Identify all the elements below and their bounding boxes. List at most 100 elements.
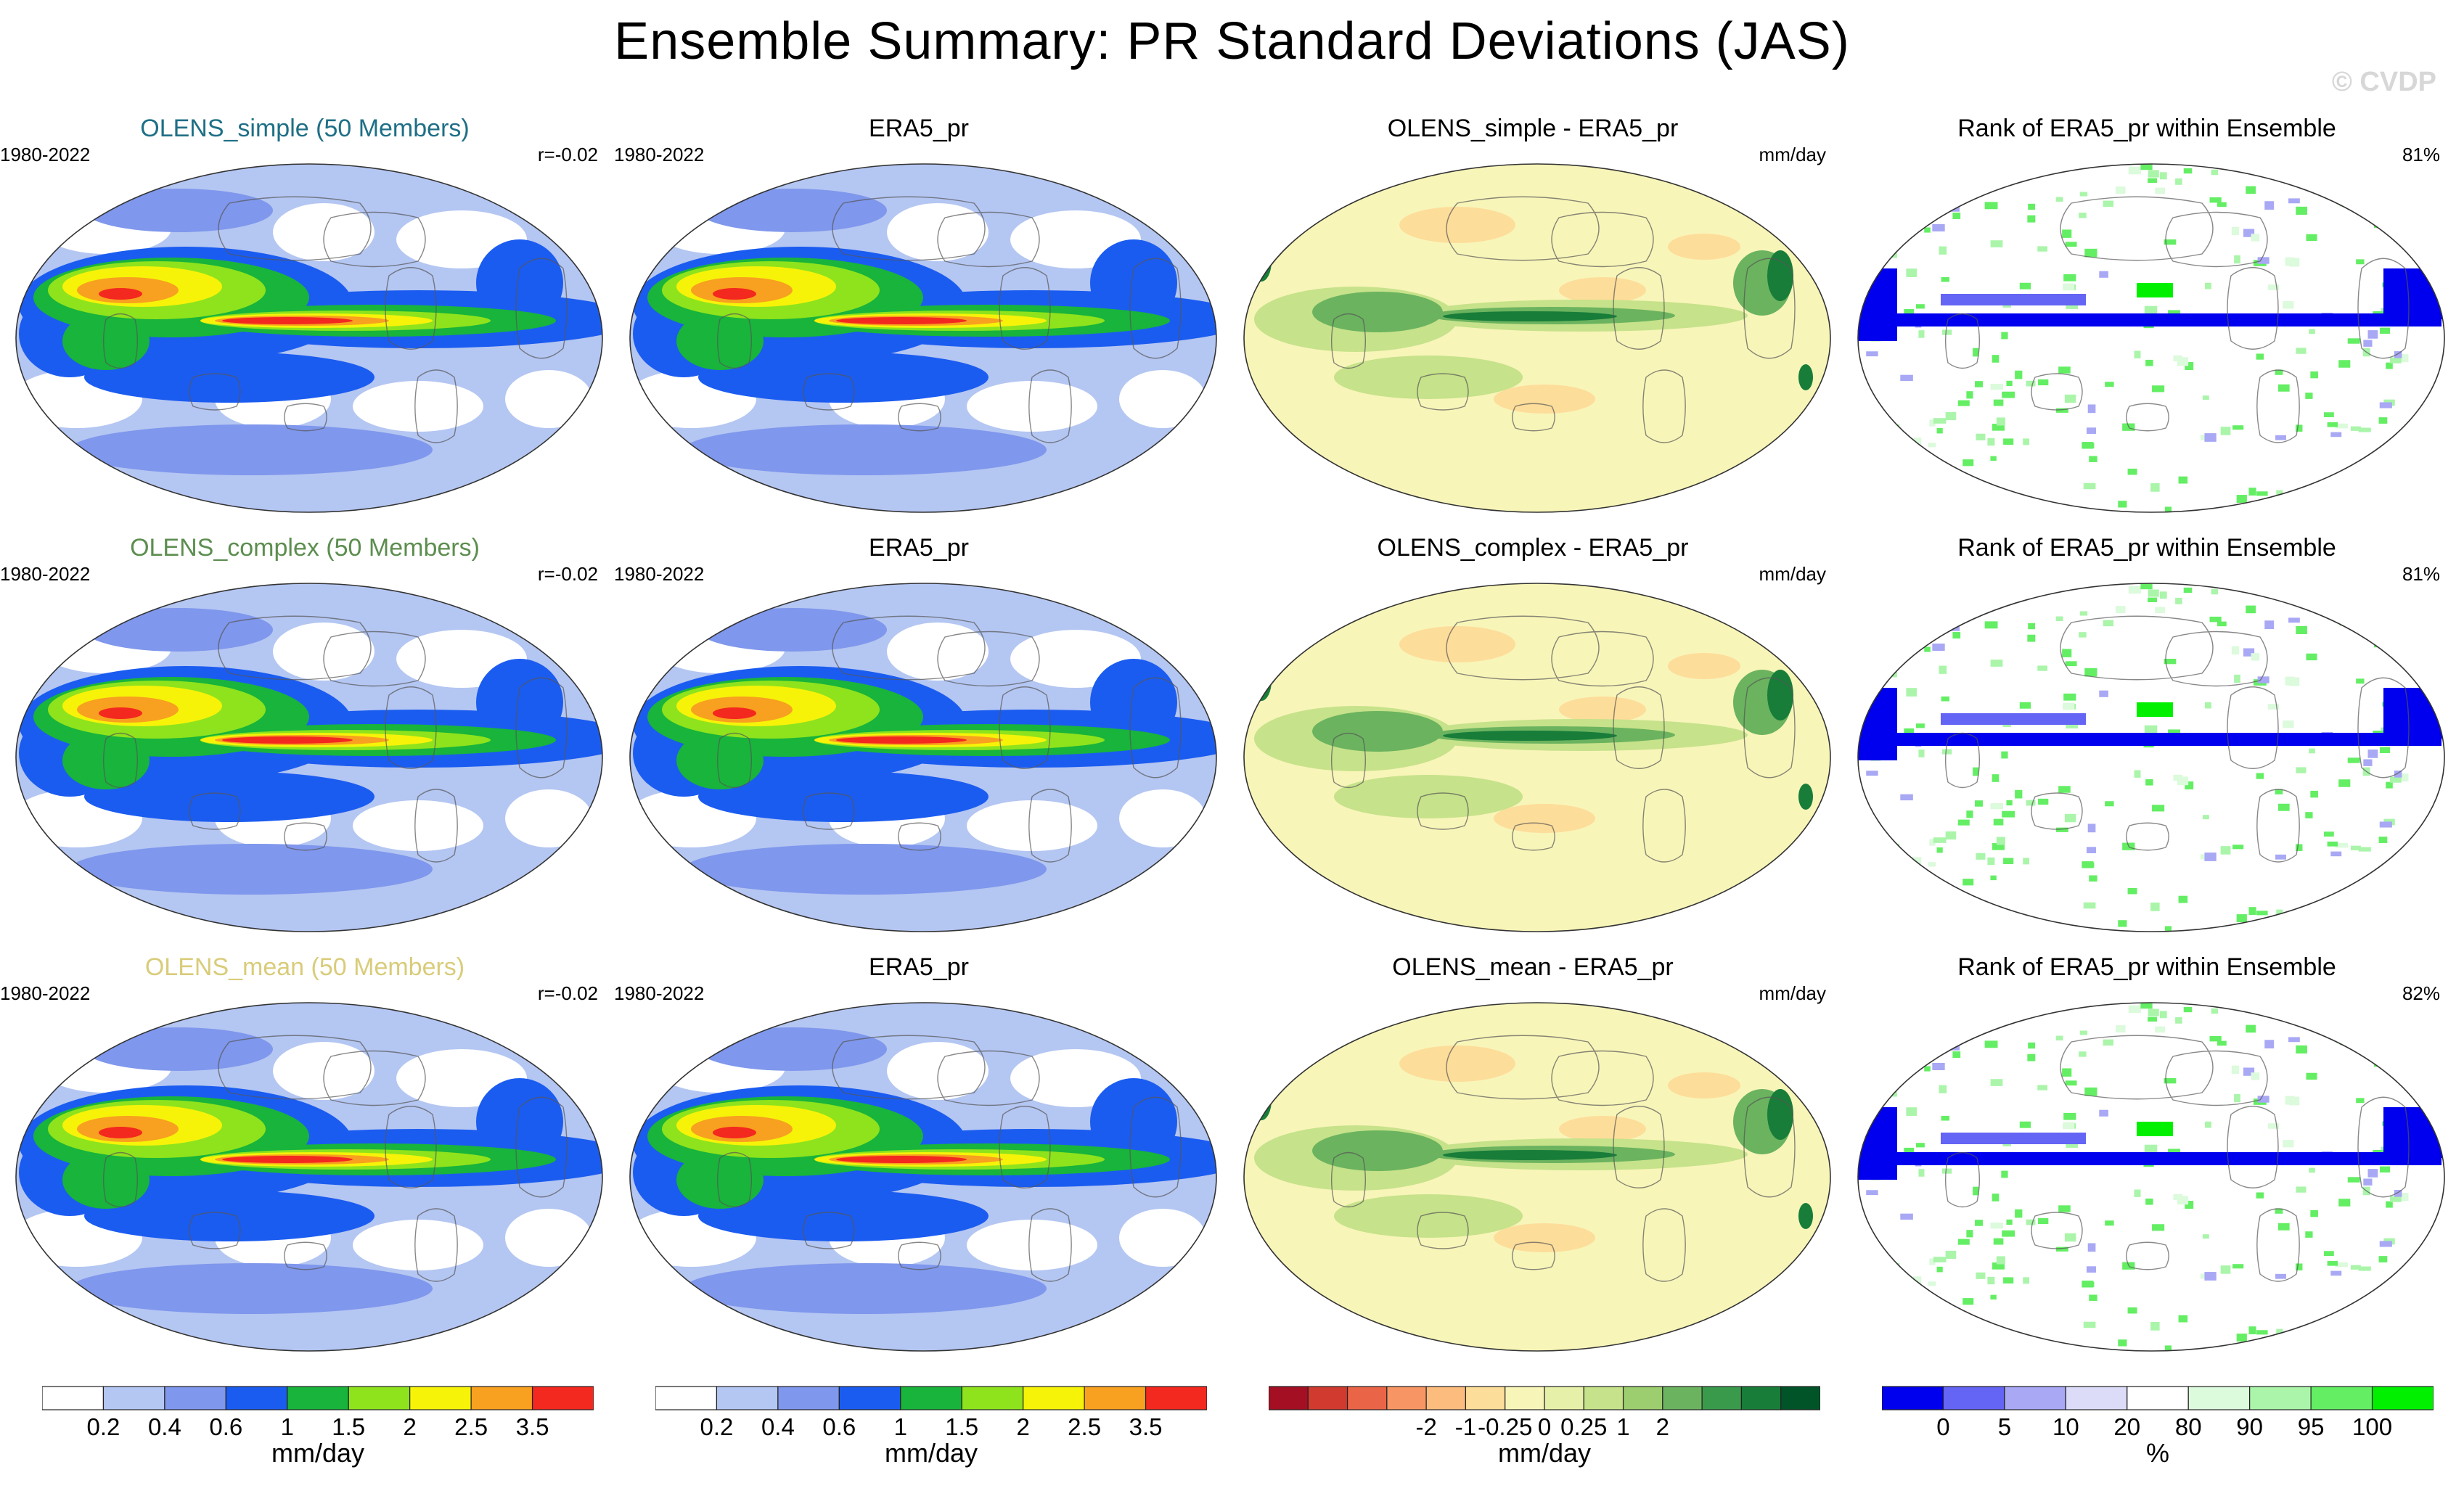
colorbar-swatch — [1386, 1386, 1427, 1410]
colorbar-swatch — [470, 1386, 533, 1410]
colorbar-swatch — [2127, 1386, 2189, 1410]
colorbar-tick-label: 2 — [403, 1413, 417, 1440]
rank-percent-label: 81% — [2402, 563, 2440, 585]
colorbar-tick-label: 0.4 — [147, 1413, 181, 1440]
colorbar-swatch — [42, 1386, 105, 1410]
panel-title: ERA5_pr — [869, 115, 969, 142]
panel-model-row1: OLENS_simple (50 Members) 1980-2022 r=-0… — [0, 115, 610, 521]
colorbar-tick-label: 3.5 — [1129, 1413, 1163, 1440]
rank-colorbar: % 0 5 10 20 80 90 95 100 — [1882, 1386, 2434, 1468]
colorbar-swatch — [2249, 1386, 2312, 1410]
colorbar-tick-label: 5 — [1997, 1413, 2012, 1440]
colorbar-tick-label: 0 — [1537, 1413, 1552, 1440]
rank-map — [1857, 163, 2445, 513]
period-label: 1980-2022 — [614, 982, 705, 1004]
colorbar-swatch — [102, 1386, 165, 1410]
colorbar-swatch — [2371, 1386, 2434, 1410]
panel-diff-row2: OLENS_complex - ERA5_pr mm/day — [1228, 534, 1838, 940]
std-map — [15, 583, 603, 932]
colorbar-swatch — [1942, 1386, 2005, 1410]
colorbar-swatch — [1701, 1386, 1743, 1410]
colorbar-tick-label: 1.5 — [945, 1413, 979, 1440]
colorbar-swatch — [2004, 1386, 2066, 1410]
std-map — [629, 583, 1217, 932]
colorbar-swatch — [348, 1386, 411, 1410]
colorbar-tick-label: 1 — [893, 1413, 907, 1440]
colorbar-tick-label: 1 — [1616, 1413, 1630, 1440]
rank-percent-label: 82% — [2402, 982, 2440, 1004]
colorbar-swatch — [409, 1386, 472, 1410]
colorbar-swatch — [1023, 1386, 1085, 1410]
colorbar-tick-label: -2 — [1415, 1413, 1437, 1440]
colorbar-swatch — [1662, 1386, 1703, 1410]
units-label: mm/day — [1759, 144, 1826, 165]
colorbar-units: mm/day — [1497, 1438, 1592, 1468]
panel-title: Rank of ERA5_pr within Ensemble — [1957, 115, 2336, 142]
panel-obs-row1: ERA5_pr 1980-2022 — [614, 115, 1224, 521]
std-map — [15, 1002, 603, 1352]
colorbar-tick-label: 80 — [2174, 1413, 2202, 1440]
colorbar-swatch — [164, 1386, 226, 1410]
correlation-label: r=-0.02 — [537, 144, 598, 165]
diff-colorbar: mm/day -2 -1 -0.25 0 0.25 1 2 — [1269, 1386, 1820, 1468]
colorbar-swatch — [1780, 1386, 1820, 1410]
panel-title: OLENS_mean - ERA5_pr — [1392, 953, 1674, 981]
panel-title: OLENS_mean (50 Members) — [144, 953, 465, 981]
colorbar-tick-label: 95 — [2297, 1413, 2325, 1440]
colorbar-swatch — [777, 1386, 840, 1410]
units-label: mm/day — [1759, 563, 1826, 585]
colorbar-swatches — [1269, 1386, 1820, 1410]
colorbar-swatch — [1622, 1386, 1663, 1410]
rank-percent-label: 81% — [2402, 144, 2440, 165]
colorbar-tick-label: 1.5 — [332, 1413, 366, 1440]
panel-title: ERA5_pr — [869, 534, 969, 562]
std-colorbar: mm/day 0.2 0.4 0.6 1 1.5 2 2.5 3.5 — [42, 1386, 594, 1468]
panel-obs-row3: ERA5_pr 1980-2022 — [614, 953, 1224, 1360]
diff-map — [1243, 1002, 1831, 1352]
correlation-label: r=-0.02 — [537, 982, 598, 1004]
panel-rank-row1: Rank of ERA5_pr within Ensemble 81% — [1842, 115, 2452, 521]
units-label: mm/day — [1759, 982, 1826, 1004]
colorbar-tick-label: -0.25 — [1478, 1413, 1533, 1440]
colorbar-tick-label: 2.5 — [1068, 1413, 1102, 1440]
panel-title: ERA5_pr — [869, 953, 969, 981]
colorbar-swatch — [655, 1386, 718, 1410]
colorbar-swatch — [1307, 1386, 1348, 1410]
colorbar-swatch — [287, 1386, 349, 1410]
colorbar-swatch — [1505, 1386, 1545, 1410]
panel-model-row3: OLENS_mean (50 Members) 1980-2022 r=-0.0… — [0, 953, 610, 1360]
colorbar-units: mm/day — [884, 1438, 978, 1468]
rank-map — [1857, 1002, 2445, 1352]
correlation-label: r=-0.02 — [537, 563, 598, 585]
colorbar-swatch — [2065, 1386, 2128, 1410]
period-label: 1980-2022 — [0, 144, 91, 165]
diff-map — [1243, 163, 1831, 513]
panel-model-row2: OLENS_complex (50 Members) 1980-2022 r=-… — [0, 534, 610, 940]
colorbar-tick-label: 2 — [1016, 1413, 1030, 1440]
colorbar-units: % — [2145, 1438, 2169, 1468]
colorbar-tick-label: -1 — [1454, 1413, 1477, 1440]
period-label: 1980-2022 — [614, 144, 705, 165]
colorbar-swatch — [2187, 1386, 2251, 1410]
panel-diff-row1: OLENS_simple - ERA5_pr mm/day — [1228, 115, 1838, 521]
colorbar-tick-label: 90 — [2236, 1413, 2264, 1440]
colorbar-swatch — [1740, 1386, 1782, 1410]
colorbar-tick-label: 1 — [280, 1413, 294, 1440]
colorbar-swatch — [225, 1386, 288, 1410]
rank-map — [1857, 583, 2445, 932]
figure-title: Ensemble Summary: PR Standard Deviations… — [614, 12, 1850, 70]
colorbar-tick-label: 2 — [1655, 1413, 1670, 1440]
colorbar-swatch — [1465, 1386, 1506, 1410]
panel-title: Rank of ERA5_pr within Ensemble — [1957, 534, 2336, 562]
colorbar-tick-label: 0.6 — [822, 1413, 856, 1440]
std-map — [629, 163, 1217, 513]
colorbar-swatch — [1544, 1386, 1584, 1410]
colorbar-tick-label: 2.5 — [454, 1413, 488, 1440]
colorbar-swatch — [961, 1386, 1024, 1410]
period-label: 1980-2022 — [0, 982, 91, 1004]
colorbar-swatches — [1882, 1386, 2434, 1410]
std-map — [629, 1002, 1217, 1352]
panel-title: OLENS_complex (50 Members) — [130, 534, 480, 562]
colorbar-tick-label: 10 — [2052, 1413, 2079, 1440]
std-map — [15, 163, 603, 513]
